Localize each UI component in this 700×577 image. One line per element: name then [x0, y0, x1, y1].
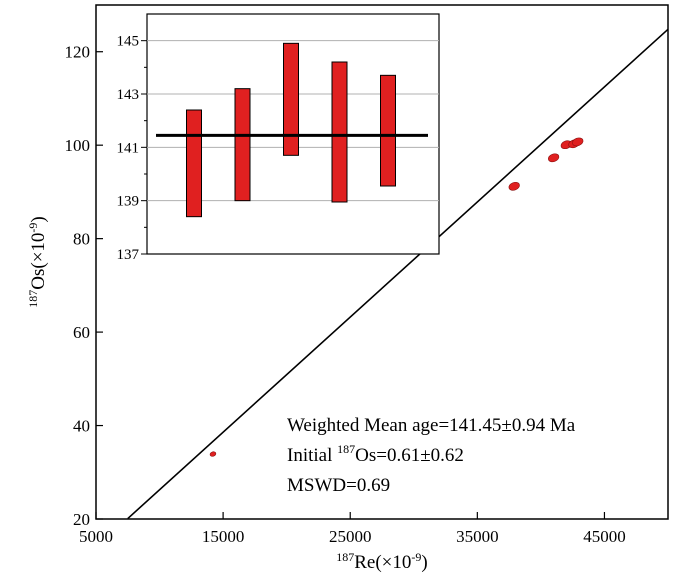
x-tick-label: 25000	[329, 527, 372, 546]
x-tick-label: 45000	[583, 527, 626, 546]
x-axis: 5000 15000 25000 35000 45000	[79, 512, 626, 546]
y-tick-label: 20	[73, 510, 90, 529]
x-tick-label: 5000	[79, 527, 113, 546]
y-axis-label: 187Os(×10-9)	[26, 216, 49, 308]
inset-y-axis: 137 139 141 143 145	[117, 34, 147, 263]
x-tick-label: 15000	[202, 527, 245, 546]
y-axis: 20 40 60 80 100 120	[65, 43, 103, 529]
y-tick-label: 100	[65, 136, 91, 155]
data-point	[209, 451, 217, 457]
inset-y-tick-label: 137	[117, 247, 140, 263]
inset-y-tick-label: 143	[117, 87, 140, 103]
inset-error-bar	[331, 61, 348, 203]
data-point	[547, 153, 560, 163]
y-tick-label: 40	[73, 417, 90, 436]
y-tick-label: 120	[65, 43, 91, 62]
y-tick-label: 60	[73, 323, 90, 342]
inset-error-bar	[186, 109, 202, 218]
main-plot-area	[127, 28, 669, 520]
data-point	[508, 181, 520, 191]
annotation-block: Weighted Mean age=141.45±0.94 Ma Initial…	[287, 415, 576, 496]
inset-y-tick-label: 139	[117, 194, 140, 210]
x-tick-label: 35000	[456, 527, 499, 546]
inset-error-bar	[234, 88, 251, 202]
inset-error-bar	[283, 42, 299, 156]
isochron-regression-line	[127, 28, 669, 520]
x-axis-label: 187Re(×10-9)	[336, 550, 427, 573]
annotation-initial-os: Initial 187Os=0.61±0.62	[287, 442, 464, 466]
annotation-weighted-mean: Weighted Mean age=141.45±0.94 Ma	[287, 415, 576, 436]
annotation-mswd: MSWD=0.69	[287, 475, 390, 496]
inset-y-tick-label: 141	[117, 140, 140, 156]
inset-error-bar	[380, 74, 396, 187]
inset-y-tick-label: 145	[117, 34, 140, 50]
y-tick-label: 80	[73, 230, 90, 249]
inset-chart: 137 139 141 143 145	[117, 13, 440, 263]
data-point	[572, 137, 584, 147]
